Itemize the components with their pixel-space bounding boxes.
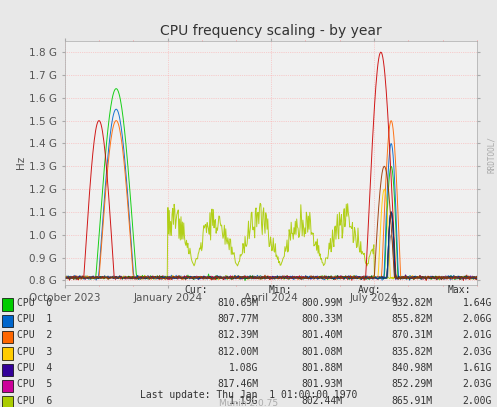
Text: 800.99M: 800.99M (302, 298, 343, 308)
Bar (2, 364, 13, 376)
Text: Max:: Max: (447, 285, 471, 295)
Text: 812.00M: 812.00M (217, 347, 258, 357)
Bar (2, 396, 13, 407)
Text: Last update: Thu Jan  1 01:00:00 1970: Last update: Thu Jan 1 01:00:00 1970 (140, 390, 357, 400)
Bar (2, 315, 13, 327)
Text: 801.93M: 801.93M (302, 379, 343, 389)
Text: 2.00G: 2.00G (463, 396, 492, 406)
Text: RRDTOOL/: RRDTOOL/ (487, 136, 496, 173)
Text: 1.19G: 1.19G (229, 396, 258, 406)
Text: 1.64G: 1.64G (463, 298, 492, 308)
Y-axis label: Hz: Hz (16, 156, 26, 169)
Text: 801.08M: 801.08M (302, 347, 343, 357)
Text: 852.29M: 852.29M (391, 379, 432, 389)
Text: CPU  4: CPU 4 (17, 363, 53, 373)
Text: 801.88M: 801.88M (302, 363, 343, 373)
Text: 835.82M: 835.82M (391, 347, 432, 357)
Text: 812.39M: 812.39M (217, 330, 258, 340)
Text: 2.06G: 2.06G (463, 314, 492, 324)
Text: Min:: Min: (268, 285, 292, 295)
Text: CPU  6: CPU 6 (17, 396, 53, 406)
Text: 840.98M: 840.98M (391, 363, 432, 373)
Bar (2, 331, 13, 343)
Text: 2.03G: 2.03G (463, 379, 492, 389)
Bar (2, 380, 13, 392)
Text: 2.01G: 2.01G (463, 330, 492, 340)
Bar (2, 348, 13, 360)
Title: CPU frequency scaling - by year: CPU frequency scaling - by year (160, 24, 382, 38)
Text: 800.33M: 800.33M (302, 314, 343, 324)
Text: 1.61G: 1.61G (463, 363, 492, 373)
Text: CPU  2: CPU 2 (17, 330, 53, 340)
Text: CPU  3: CPU 3 (17, 347, 53, 357)
Text: 1.08G: 1.08G (229, 363, 258, 373)
Text: 2.03G: 2.03G (463, 347, 492, 357)
Bar (2, 298, 13, 311)
Text: 801.40M: 801.40M (302, 330, 343, 340)
Text: 807.77M: 807.77M (217, 314, 258, 324)
Text: 932.82M: 932.82M (391, 298, 432, 308)
Text: 855.82M: 855.82M (391, 314, 432, 324)
Text: Cur:: Cur: (184, 285, 207, 295)
Text: CPU  5: CPU 5 (17, 379, 53, 389)
Text: Munin 2.0.75: Munin 2.0.75 (219, 399, 278, 407)
Text: 810.65M: 810.65M (217, 298, 258, 308)
Text: 865.91M: 865.91M (391, 396, 432, 406)
Text: CPU  1: CPU 1 (17, 314, 53, 324)
Text: 802.44M: 802.44M (302, 396, 343, 406)
Text: CPU  0: CPU 0 (17, 298, 53, 308)
Text: 817.46M: 817.46M (217, 379, 258, 389)
Text: Avg:: Avg: (358, 285, 381, 295)
Text: 870.31M: 870.31M (391, 330, 432, 340)
